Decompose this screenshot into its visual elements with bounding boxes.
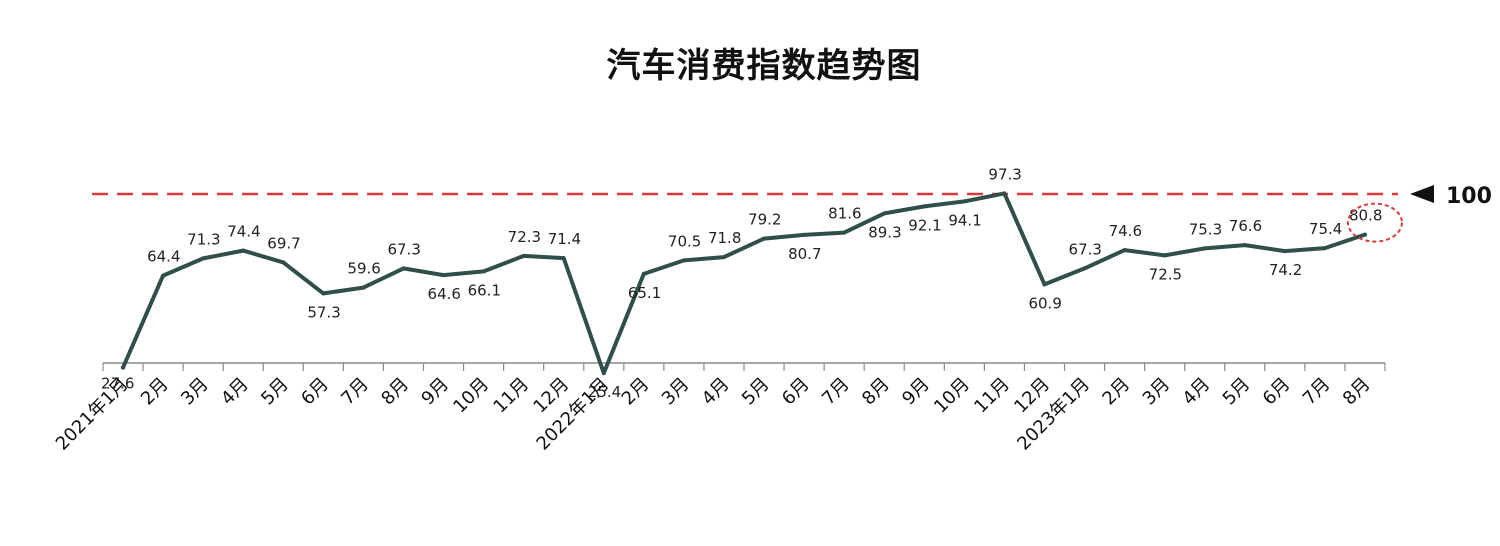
x-tick-label: 4月 bbox=[698, 374, 734, 410]
data-label: 64.4 bbox=[147, 248, 180, 266]
x-tick-label: 3月 bbox=[658, 374, 694, 410]
data-point bbox=[721, 255, 726, 260]
data-point bbox=[1002, 191, 1007, 196]
x-tick-label: 5月 bbox=[1219, 374, 1255, 410]
data-label: 72.3 bbox=[508, 228, 541, 246]
x-tick-label: 4月 bbox=[217, 374, 253, 410]
x-tick-label: 10月 bbox=[449, 374, 493, 418]
data-label: 60.9 bbox=[1028, 294, 1061, 312]
data-point bbox=[521, 253, 526, 258]
data-point bbox=[1082, 266, 1087, 271]
highlight-circle bbox=[1346, 202, 1403, 243]
data-point bbox=[201, 256, 206, 261]
data-label: 74.2 bbox=[1269, 261, 1302, 279]
data-label: 79.2 bbox=[748, 211, 781, 229]
data-label: 74.4 bbox=[227, 223, 260, 241]
data-point bbox=[681, 258, 686, 263]
reference-line-label: 100 bbox=[1446, 184, 1492, 209]
data-point bbox=[481, 269, 486, 274]
x-tick-label: 11月 bbox=[489, 374, 533, 418]
x-tick-label: 5月 bbox=[257, 374, 293, 410]
data-point bbox=[441, 273, 446, 278]
data-point bbox=[241, 248, 246, 253]
data-label: 67.3 bbox=[1069, 240, 1102, 258]
x-tick-label: 4月 bbox=[1179, 374, 1215, 410]
reference-arrow-icon bbox=[1410, 185, 1434, 203]
data-point bbox=[1042, 282, 1047, 287]
data-label: 92.1 bbox=[908, 216, 941, 234]
x-tick-label: 2月 bbox=[1098, 374, 1134, 410]
x-tick-label: 8月 bbox=[377, 374, 413, 410]
data-point bbox=[1322, 246, 1327, 251]
x-tick-label: 9月 bbox=[898, 374, 934, 410]
x-tick-label: 6月 bbox=[297, 374, 333, 410]
x-tick-label: 3月 bbox=[177, 374, 213, 410]
data-point bbox=[802, 232, 807, 237]
data-label: 70.5 bbox=[668, 232, 701, 250]
data-label: 71.3 bbox=[187, 230, 220, 248]
data-point bbox=[601, 371, 606, 376]
x-tick-label: 8月 bbox=[858, 374, 894, 410]
data-label: 80.8 bbox=[1349, 207, 1382, 225]
data-point bbox=[1362, 232, 1367, 237]
data-point bbox=[1122, 248, 1127, 253]
data-label: 89.3 bbox=[868, 223, 901, 241]
data-point bbox=[401, 266, 406, 271]
data-point bbox=[321, 291, 326, 296]
data-label: 57.3 bbox=[307, 303, 340, 321]
series-line bbox=[121, 191, 1367, 376]
data-label: 65.1 bbox=[628, 284, 661, 302]
x-tick-label: 3月 bbox=[1139, 374, 1175, 410]
data-label: 64.6 bbox=[428, 285, 461, 303]
data-point bbox=[641, 271, 646, 276]
chart-title: 汽车消费指数趋势图 bbox=[606, 46, 922, 86]
x-tick-label: 2021年1月 bbox=[52, 374, 133, 455]
data-label: 75.4 bbox=[1309, 220, 1342, 238]
x-tick-label: 5月 bbox=[738, 374, 774, 410]
data-point bbox=[1282, 249, 1287, 254]
data-point bbox=[361, 285, 366, 290]
x-tick-label: 6月 bbox=[1259, 374, 1295, 410]
x-tick-label: 8月 bbox=[1339, 374, 1375, 410]
data-point bbox=[281, 260, 286, 265]
x-tick-label: 6月 bbox=[778, 374, 814, 410]
data-point bbox=[1162, 253, 1167, 258]
x-tick-label: 2月 bbox=[137, 374, 173, 410]
data-label: 74.6 bbox=[1109, 222, 1142, 240]
data-label: 80.7 bbox=[788, 245, 821, 263]
x-tick-label: 7月 bbox=[1299, 374, 1335, 410]
x-tick-label: 2月 bbox=[618, 374, 654, 410]
data-label: 66.1 bbox=[468, 281, 501, 299]
data-label: 59.6 bbox=[347, 260, 380, 278]
x-tick-label: 7月 bbox=[337, 374, 373, 410]
data-point bbox=[962, 199, 967, 204]
x-tick-label: 7月 bbox=[818, 374, 854, 410]
data-point bbox=[561, 256, 566, 261]
data-label: 67.3 bbox=[387, 240, 420, 258]
data-point bbox=[842, 230, 847, 235]
x-tick-label: 10月 bbox=[930, 374, 974, 418]
data-label: 27.6 bbox=[101, 375, 134, 393]
data-label: 94.1 bbox=[948, 211, 981, 229]
data-label: 75.3 bbox=[1189, 220, 1222, 238]
x-tick-label: 11月 bbox=[970, 374, 1014, 418]
data-label: 97.3 bbox=[988, 165, 1021, 183]
data-point bbox=[1242, 243, 1247, 248]
data-point bbox=[882, 211, 887, 216]
data-label: 71.4 bbox=[548, 230, 581, 248]
data-point bbox=[121, 365, 126, 370]
data-label: 72.5 bbox=[1149, 265, 1182, 283]
data-point bbox=[1202, 246, 1207, 251]
x-tick-label: 9月 bbox=[417, 374, 453, 410]
data-point bbox=[762, 236, 767, 241]
data-label: 71.8 bbox=[708, 229, 741, 247]
data-point bbox=[161, 273, 166, 278]
data-label: 69.7 bbox=[267, 234, 300, 252]
data-label: 25.4 bbox=[588, 383, 621, 401]
data-label: 76.6 bbox=[1229, 217, 1262, 235]
data-label: 81.6 bbox=[828, 205, 861, 223]
data-point bbox=[922, 204, 927, 209]
